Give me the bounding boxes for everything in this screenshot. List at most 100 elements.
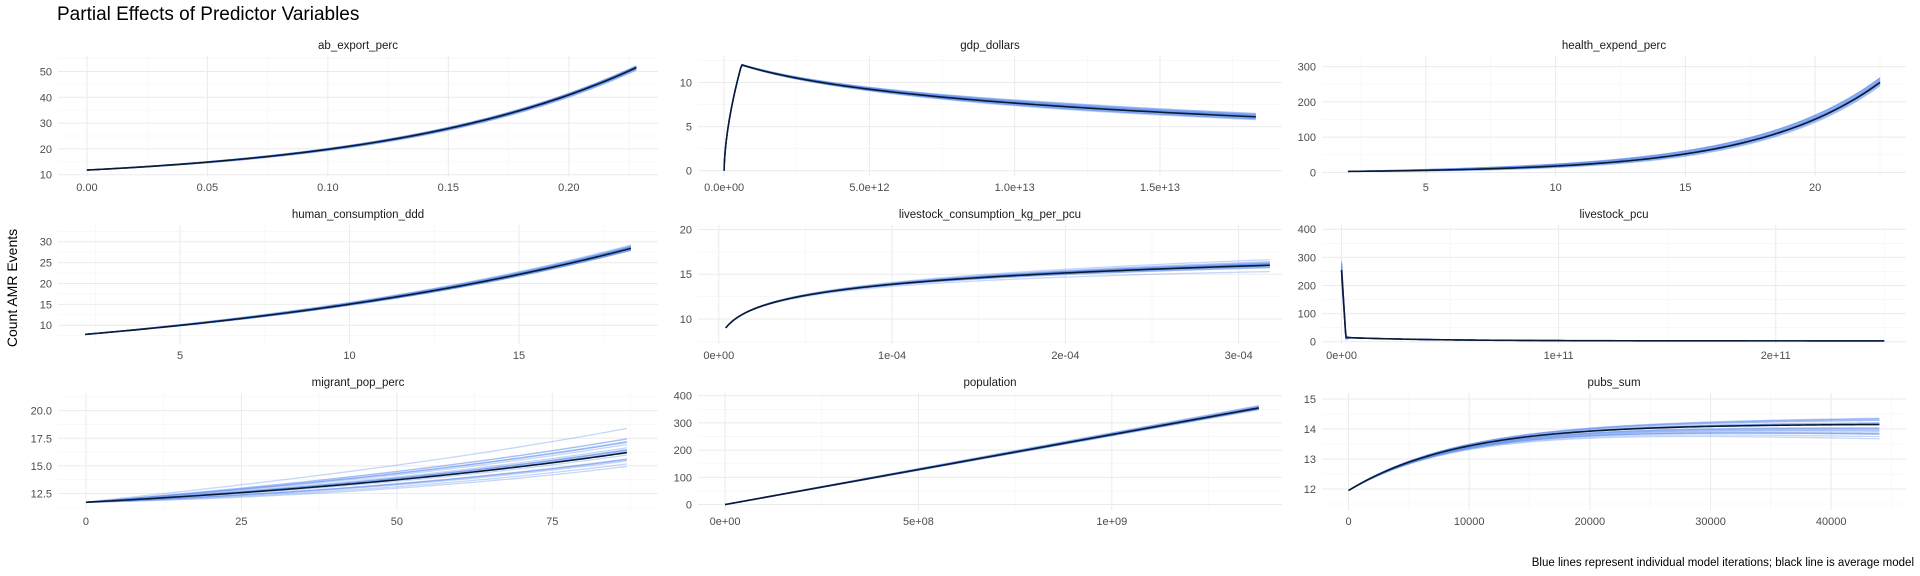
x-tick-label: 75 xyxy=(546,516,558,528)
y-tick-label: 20 xyxy=(40,278,52,290)
y-tick-label: 10 xyxy=(40,320,52,332)
x-tick-label: 1e-04 xyxy=(878,350,906,362)
x-tick-label: 10 xyxy=(1549,182,1561,194)
panel-migrant_pop_perc: migrant_pop_perc 0 25 50 75 12.5 15.0 17.5 20.0 xyxy=(31,377,658,528)
y-tick-label: 12 xyxy=(1304,484,1316,496)
facet-title: human_consumption_ddd xyxy=(292,209,424,221)
iteration-line xyxy=(1348,427,1880,492)
iteration-line xyxy=(1348,419,1880,492)
y-tick-label: 10 xyxy=(40,170,52,182)
x-tick-label: 10 xyxy=(343,350,355,362)
y-tick-label: 100 xyxy=(674,472,692,484)
facet-panels: ab_export_perc 0.00 0.05 0.10 0.15 0.20 10 20 30… xyxy=(31,40,1906,528)
x-tick-label: 50 xyxy=(391,516,403,528)
iteration-line xyxy=(85,427,628,503)
panel-human_consumption_ddd: human_consumption_ddd 5 10 15 10 15 20 25 30 xyxy=(40,209,658,362)
average-model-line xyxy=(85,247,632,336)
y-tick-label: 200 xyxy=(674,445,692,457)
iteration-line xyxy=(85,460,627,503)
x-tick-label: 1e+09 xyxy=(1096,516,1127,528)
iteration-line xyxy=(1348,419,1880,492)
average-model-line xyxy=(85,451,628,504)
y-tick-label: 15 xyxy=(40,299,52,311)
x-tick-label: 0.00 xyxy=(76,182,97,194)
iteration-line xyxy=(85,441,628,503)
average-model-line xyxy=(1347,81,1881,173)
iteration-line xyxy=(85,443,628,503)
panel-livestock_consumption_kg_per_pcu: livestock_consumption_kg_per_pcu 0e+00 1e-… xyxy=(680,209,1282,362)
average-model-line xyxy=(86,66,637,171)
facet-title: population xyxy=(963,377,1016,389)
facet-title: livestock_consumption_kg_per_pcu xyxy=(899,209,1081,221)
y-tick-label: 5 xyxy=(686,122,692,134)
facet-title: health_expend_perc xyxy=(1562,40,1666,52)
x-tick-label: 20000 xyxy=(1575,516,1606,528)
iteration-line xyxy=(1348,417,1880,492)
iteration-line xyxy=(85,438,628,503)
y-tick-label: 20 xyxy=(40,144,52,156)
y-tick-label: 15.0 xyxy=(31,461,52,473)
facet-title: livestock_pcu xyxy=(1579,209,1648,221)
iteration-line xyxy=(1348,428,1880,492)
iteration-line xyxy=(85,441,628,503)
y-tick-label: 300 xyxy=(1298,252,1316,264)
y-tick-label: 0 xyxy=(1310,167,1316,179)
iteration-line xyxy=(1348,418,1880,492)
x-tick-label: 5e+08 xyxy=(903,516,934,528)
iteration-line xyxy=(85,458,627,503)
y-tick-label: 20.0 xyxy=(31,406,52,418)
average-model-line xyxy=(725,264,1270,329)
x-tick-label: 5.0e+12 xyxy=(849,182,889,194)
x-tick-label: 1.5e+13 xyxy=(1140,182,1180,194)
y-tick-label: 12.5 xyxy=(31,488,52,500)
iteration-line xyxy=(1348,434,1880,492)
iteration-line xyxy=(85,463,627,503)
y-tick-label: 200 xyxy=(1298,280,1316,292)
y-tick-label: 400 xyxy=(674,391,692,403)
x-tick-label: 3e-04 xyxy=(1225,350,1253,362)
x-tick-label: 20 xyxy=(1809,182,1821,194)
facet-title: gdp_dollars xyxy=(960,40,1020,52)
x-tick-label: 25 xyxy=(235,516,247,528)
iteration-line xyxy=(1347,77,1881,173)
panel-pubs_sum: pubs_sum 0 10000 20000 30000 40000 12 13 14 15 xyxy=(1304,377,1906,528)
y-tick-label: 20 xyxy=(680,224,692,236)
y-tick-label: 400 xyxy=(1298,224,1316,236)
panel-gdp_dollars: gdp_dollars 0.0e+00 5.0e+12 1.0e+13 1.5e+13 0… xyxy=(680,40,1282,194)
iteration-line xyxy=(85,465,627,503)
x-tick-label: 2e+11 xyxy=(1761,350,1791,362)
x-tick-label: 0e+00 xyxy=(710,516,741,528)
x-tick-label: 30000 xyxy=(1695,516,1726,528)
x-tick-label: 15 xyxy=(1679,182,1691,194)
facet-title: ab_export_perc xyxy=(318,40,398,52)
iteration-line xyxy=(85,458,627,503)
x-tick-label: 5 xyxy=(177,350,183,362)
y-tick-label: 40 xyxy=(40,92,52,104)
iteration-line xyxy=(1347,77,1881,173)
y-tick-label: 10 xyxy=(680,77,692,89)
iteration-line xyxy=(1348,431,1880,492)
y-tick-label: 100 xyxy=(1298,132,1316,144)
x-tick-label: 2e-04 xyxy=(1051,350,1079,362)
x-tick-label: 10000 xyxy=(1454,516,1485,528)
y-tick-label: 0 xyxy=(1310,337,1316,349)
iteration-line xyxy=(1348,430,1880,492)
y-tick-label: 0 xyxy=(686,166,692,178)
y-tick-label: 30 xyxy=(40,118,52,130)
y-tick-label: 14 xyxy=(1304,424,1316,436)
x-tick-label: 1e+11 xyxy=(1544,350,1574,362)
iteration-line xyxy=(1348,435,1880,492)
x-tick-label: 0.0e+00 xyxy=(704,182,744,194)
y-tick-label: 17.5 xyxy=(31,433,52,445)
y-tick-label: 200 xyxy=(1298,97,1316,109)
x-tick-label: 1.0e+13 xyxy=(995,182,1035,194)
iteration-line xyxy=(85,438,628,503)
average-model-line xyxy=(724,407,1259,506)
iteration-line xyxy=(1348,432,1880,492)
x-tick-label: 0e+00 xyxy=(1326,350,1357,362)
iteration-line xyxy=(1348,432,1880,492)
iteration-line xyxy=(1348,432,1880,492)
x-tick-label: 0.20 xyxy=(558,182,579,194)
